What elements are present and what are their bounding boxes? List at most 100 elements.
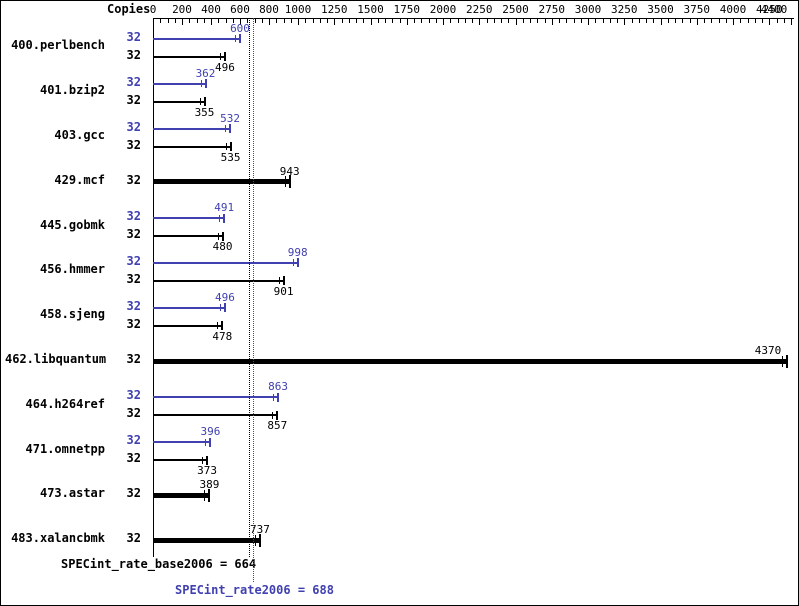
- bar-base: [153, 414, 278, 417]
- y-axis-line: [153, 18, 154, 557]
- bar-endcap-icon: [276, 410, 279, 420]
- axis-tick-label: 4000: [719, 3, 747, 16]
- axis-tick: [711, 19, 713, 23]
- axis-tick: [341, 19, 343, 23]
- axis-tick-label: 2250: [466, 3, 493, 16]
- copies-value: 32: [126, 253, 141, 268]
- bar-value-label: 600: [230, 21, 250, 35]
- axis-tick-label: 2750: [538, 3, 566, 16]
- bar-innercap-icon: [219, 214, 221, 222]
- axis-tick: [595, 19, 597, 23]
- axis-tick: [290, 19, 292, 23]
- bar-endcap-icon: [221, 321, 224, 331]
- axis-tick: [667, 19, 669, 23]
- reference-line-base: [249, 18, 251, 557]
- benchmark-label: 458.sjeng: [39, 307, 105, 322]
- axis-tick: [718, 19, 720, 23]
- bar-value-label: 532: [220, 111, 241, 125]
- axis-tick: [225, 19, 227, 23]
- axis-tick: [762, 19, 763, 23]
- axis-tick: [769, 19, 771, 25]
- bar-value-label: 998: [287, 245, 308, 259]
- axis-tick: [327, 19, 328, 23]
- bar-endcap-icon: [258, 533, 261, 547]
- axis-tick-label: 2500: [502, 3, 529, 16]
- bar-value-label: 480: [212, 240, 233, 254]
- axis-tick: [319, 19, 321, 23]
- axis-tick: [747, 19, 749, 23]
- axis-tick: [211, 19, 212, 25]
- axis-tick: [457, 19, 459, 23]
- axis-tick-label: 1250: [321, 3, 348, 16]
- axis-tick: [435, 19, 437, 23]
- axis-tick: [725, 19, 727, 23]
- benchmark-label: 471.omnetpp: [25, 441, 105, 456]
- bar-peak: [153, 396, 279, 399]
- copies-column-header: Copies: [107, 2, 151, 16]
- bar-innercap-icon: [202, 456, 204, 464]
- bar-single: [153, 358, 787, 364]
- bar-endcap-icon: [296, 258, 299, 268]
- axis-tick: [646, 19, 647, 23]
- bar-value-label: 901: [273, 284, 294, 298]
- bar-innercap-icon: [225, 143, 227, 150]
- axis-tick: [689, 19, 691, 23]
- axis-tick: [464, 19, 466, 23]
- bar-value-label: 863: [268, 380, 289, 394]
- axis-tick: [675, 19, 676, 23]
- summary-base-result: SPECint_rate_base2006 = 664: [61, 557, 257, 571]
- axis-tick: [247, 19, 249, 23]
- bar-peak: [153, 127, 231, 130]
- axis-tick: [660, 19, 662, 25]
- copies-value: 32: [126, 29, 141, 44]
- bar-base: [153, 145, 231, 148]
- copies-value: 32: [126, 119, 141, 134]
- bar-endcap-icon: [223, 52, 226, 62]
- axis-tick: [580, 19, 582, 23]
- axis-tick-label: 4250: [756, 3, 783, 16]
- bar-innercap-icon: [254, 534, 256, 546]
- copies-value: 32: [126, 486, 141, 501]
- bar-innercap-icon: [292, 259, 294, 267]
- copies-value: 32: [126, 433, 141, 448]
- axis-tick: [544, 19, 546, 23]
- axis-tick: [348, 19, 350, 23]
- copies-value: 32: [126, 227, 141, 242]
- axis-tick-label: 200: [172, 3, 192, 16]
- axis-tick: [240, 19, 241, 25]
- axis-tick: [363, 19, 365, 23]
- axis-tick: [160, 19, 162, 23]
- bar-base: [153, 324, 223, 327]
- axis-tick: [704, 19, 705, 23]
- bar-innercap-icon: [217, 322, 219, 330]
- copies-value: 32: [126, 271, 141, 286]
- bar-value-label: 737: [249, 523, 270, 537]
- axis-tick: [334, 19, 336, 25]
- axis-tick: [276, 19, 278, 23]
- axis-tick: [261, 19, 263, 23]
- axis-tick: [312, 19, 314, 23]
- bar-endcap-icon: [229, 124, 232, 133]
- axis-tick-label: 4400: [760, 3, 788, 16]
- benchmark-label: 403.gcc: [54, 128, 105, 142]
- copies-value: 32: [126, 137, 141, 152]
- axis-tick: [682, 19, 684, 23]
- bar-endcap-icon: [223, 213, 226, 223]
- axis-tick: [203, 19, 205, 23]
- bar-value-label: 496: [214, 60, 235, 74]
- bar-endcap-icon: [239, 34, 241, 44]
- axis-tick: [182, 19, 183, 25]
- bar-value-label: 355: [194, 105, 215, 119]
- bar-innercap-icon: [273, 393, 275, 401]
- bar-single: [153, 179, 290, 185]
- bar-innercap-icon: [205, 438, 207, 446]
- bar-innercap-icon: [278, 277, 280, 285]
- bar-peak: [153, 217, 225, 220]
- axis-tick-label: 2000: [429, 3, 457, 16]
- copies-value: 32: [126, 531, 141, 546]
- axis-tick: [493, 19, 495, 23]
- axis-tick: [399, 19, 401, 23]
- bar-peak: [153, 261, 298, 264]
- copies-value: 32: [126, 406, 141, 421]
- axis-tick: [696, 19, 698, 25]
